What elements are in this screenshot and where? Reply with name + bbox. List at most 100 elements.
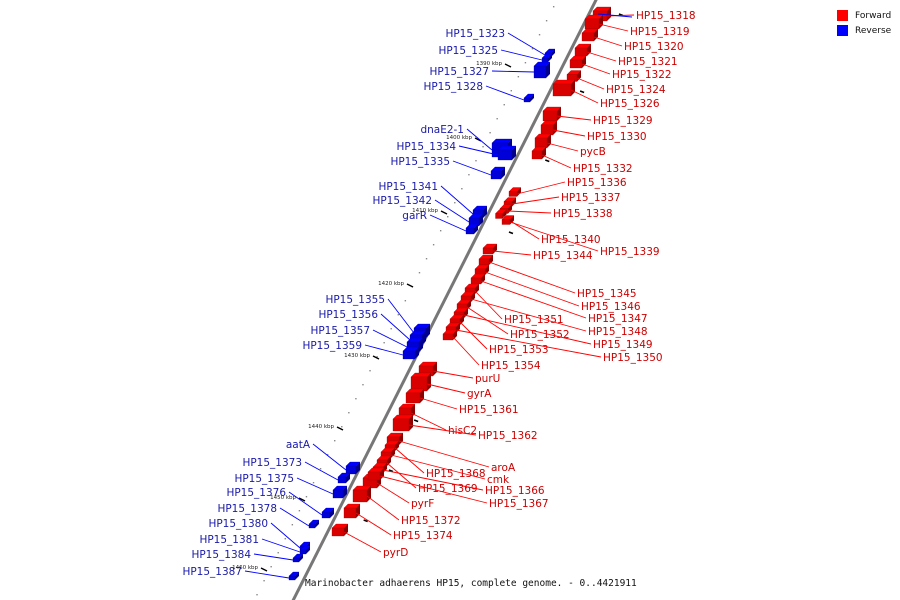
forward-gene-label: HP15_1337 xyxy=(561,192,621,204)
reverse-gene-garr-side xyxy=(474,224,478,234)
reverse-gene-label: HP15_1357 xyxy=(310,325,370,337)
forward-gene-hp15-1321-front xyxy=(574,47,588,57)
forward-leader-line xyxy=(463,314,592,345)
scale-tick xyxy=(544,159,550,163)
forward-leader-line xyxy=(511,196,560,205)
scale-dot xyxy=(355,398,357,400)
reverse-gene-hp15-1328-side xyxy=(530,94,534,102)
scale-dot xyxy=(475,160,477,162)
reverse-leader-line xyxy=(261,538,301,553)
forward-leader-line xyxy=(581,63,611,75)
reverse-gene-label: HP15_1373 xyxy=(242,457,302,469)
forward-leader-line xyxy=(390,454,486,480)
forward-leader-line xyxy=(366,495,400,521)
scale-dot xyxy=(432,244,435,246)
forward-gene-hp15-1362-front xyxy=(392,418,410,432)
reverse-gene-label: HP15_1342 xyxy=(372,195,432,207)
reverse-gene-label: HP15_1359 xyxy=(302,340,362,352)
reverse-gene-hp15-1376-side xyxy=(330,508,334,518)
reverse-leader-line xyxy=(597,13,633,18)
kbp-tick-mark xyxy=(504,63,512,68)
forward-gene-label: HP15_1351 xyxy=(504,314,564,326)
forward-leader-line xyxy=(593,36,623,47)
reverse-gene-aata-side xyxy=(356,462,360,474)
reverse-leader-line xyxy=(452,160,492,176)
forward-gene-hp15-1332-front xyxy=(531,150,543,160)
forward-gene-hp15-1362-side xyxy=(409,415,413,431)
forward-gene-label: HP15_1324 xyxy=(606,84,666,96)
reverse-leader-line xyxy=(364,344,404,356)
legend-item-reverse: Reverse xyxy=(837,23,891,38)
reverse-leader-line xyxy=(491,70,535,73)
scale-dot xyxy=(291,524,294,526)
scale-dot xyxy=(489,132,491,134)
forward-leader-line xyxy=(492,250,532,256)
reverse-gene-hp15-1335-side xyxy=(501,167,505,179)
forward-gene-label: HP15_1329 xyxy=(593,115,653,127)
reverse-gene-hp15-1325-front xyxy=(541,57,549,63)
scale-dot xyxy=(319,468,322,470)
forward-leader-line xyxy=(394,447,425,474)
reverse-gene-hp15-1327-side xyxy=(546,62,550,78)
forward-gene-pyrd-front xyxy=(331,527,345,537)
reverse-gene-hp15-1327-front xyxy=(533,65,547,79)
forward-gene-label: aroA xyxy=(491,462,516,474)
reverse-leader-line xyxy=(485,85,525,101)
forward-gene-hp15-1326-front xyxy=(552,83,572,97)
kbp-tick-label: 1460 kbp xyxy=(232,565,258,571)
scale-dot xyxy=(263,580,265,582)
reverse-gene-hp15-1381-side xyxy=(306,546,310,554)
forward-gene-label: HP15_1353 xyxy=(489,344,549,356)
reverse-gene-hp15-1384-front xyxy=(292,557,300,563)
forward-gene-pycb-front xyxy=(534,137,548,149)
reverse-gene-hp15-1378-side xyxy=(315,520,319,528)
forward-gene-label: HP15_1349 xyxy=(593,339,653,351)
forward-gene-label: pyrF xyxy=(411,498,434,510)
reverse-gene-label: HP15_1335 xyxy=(390,156,450,168)
forward-leader-line xyxy=(408,424,477,436)
forward-gene-label: HP15_1346 xyxy=(581,301,641,313)
scale-dot xyxy=(376,356,378,358)
scale-dot xyxy=(397,314,399,316)
kbp-tick-label: 1440 kbp xyxy=(308,424,334,430)
forward-gene-hp15-1361-front xyxy=(405,392,421,404)
reverse-gene-hp15-1376-front xyxy=(321,511,331,519)
forward-gene-gyra-side xyxy=(427,373,431,391)
forward-gene-hp15-1361-side xyxy=(420,389,424,403)
forward-leader-line xyxy=(606,14,635,17)
forward-gene-hp15-1319-side xyxy=(599,15,603,29)
forward-gene-hp15-1330-side xyxy=(553,121,557,135)
legend-label-forward: Forward xyxy=(855,10,892,21)
reverse-leader-line xyxy=(458,145,499,156)
forward-leader-line xyxy=(419,397,458,410)
forward-gene-hp15-1326-side xyxy=(571,80,575,96)
forward-gene-label: HP15_1319 xyxy=(630,26,690,38)
forward-gene-label: HP15_1348 xyxy=(588,326,648,338)
forward-gene-label: HP15_1354 xyxy=(481,360,541,372)
kbp-tick-mark xyxy=(440,210,448,215)
forward-leader-line xyxy=(470,298,587,332)
forward-gene-hp15-1319-front xyxy=(584,18,600,30)
scale-tick xyxy=(413,419,419,423)
scale-dot xyxy=(461,188,463,190)
forward-leader-line xyxy=(598,23,629,32)
forward-gene-hp15-1318-side xyxy=(607,7,611,21)
forward-leader-line xyxy=(379,475,488,504)
reverse-gene-label: HP15_1380 xyxy=(208,518,268,530)
scale-dot xyxy=(552,6,555,8)
kbp-tick-mark xyxy=(406,283,414,288)
forward-leader-line xyxy=(398,440,490,468)
forward-gene-hp15-1329-side xyxy=(557,107,561,121)
kbp-tick-label: 1400 kbp xyxy=(446,135,472,141)
forward-gene-hp15-1339-front xyxy=(501,219,511,225)
forward-gene-pycb-side xyxy=(547,134,551,148)
forward-gene-label: gyrA xyxy=(467,388,492,400)
legend: Forward Reverse xyxy=(837,8,891,38)
reverse-gene-hp15-1359-side xyxy=(415,347,419,359)
forward-gene-label: HP15_1318 xyxy=(636,10,696,22)
forward-leader-line xyxy=(474,290,503,320)
genome-caption: Marinobacter adhaerens HP15, complete ge… xyxy=(305,578,637,589)
kbp-tick-mark xyxy=(298,497,306,502)
scale-dot xyxy=(503,104,505,106)
